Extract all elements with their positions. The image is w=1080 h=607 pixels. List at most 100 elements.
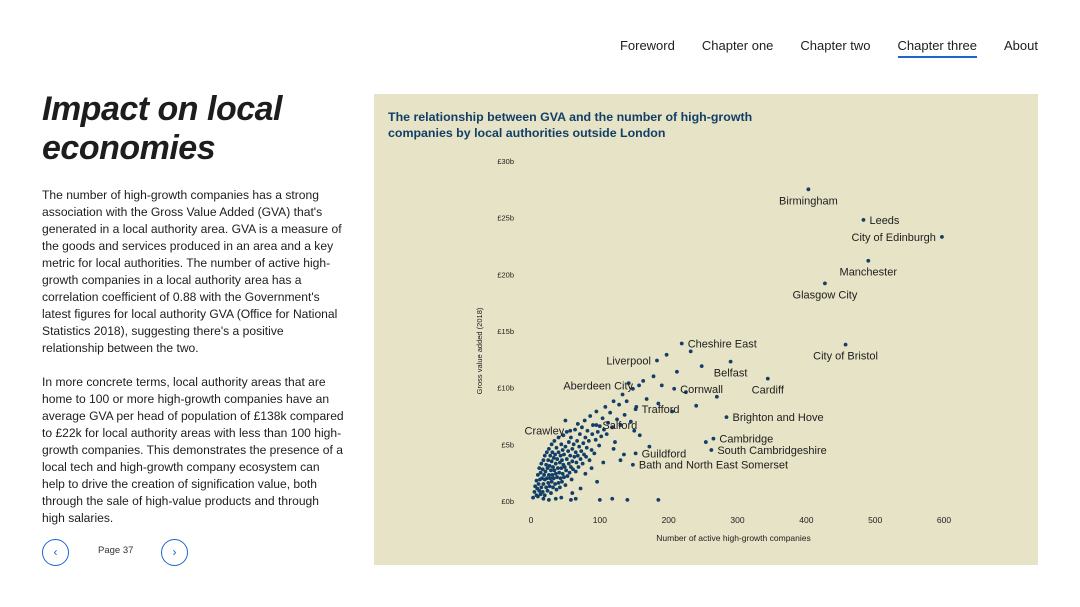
data-point (585, 428, 590, 433)
data-point (714, 394, 719, 399)
point-label: Manchester (840, 267, 898, 279)
data-point (595, 429, 600, 434)
y-tick-label: £0b (501, 497, 514, 506)
data-point (551, 465, 555, 469)
data-point (563, 483, 568, 488)
data-point (570, 459, 575, 464)
data-point (562, 475, 566, 480)
data-point (551, 476, 556, 481)
data-point (570, 491, 575, 495)
data-point (566, 461, 571, 466)
data-point (577, 432, 582, 437)
data-point (576, 465, 581, 469)
data-point (625, 497, 630, 502)
scatter-chart: 0 100 200 300 400 500 600 £0b £5b £10b £15b £20b £25… (475, 157, 951, 543)
data-point (683, 390, 688, 395)
chart-panel: The relationship between GVA and the num… (374, 94, 1038, 565)
point-label: Liverpool (606, 355, 651, 367)
nav-chapter-three[interactable]: Chapter three (897, 38, 978, 58)
data-point (541, 496, 546, 501)
page-title: Impact on local economies (42, 90, 283, 167)
data-point (584, 445, 589, 450)
data-point (622, 452, 626, 457)
data-point (537, 466, 542, 471)
data-point (633, 407, 638, 412)
point-label: Cardiff (752, 385, 785, 397)
data-point (559, 442, 564, 447)
data-point (549, 442, 554, 447)
data-point (664, 352, 669, 357)
data-point (641, 378, 646, 383)
data-point (603, 405, 608, 409)
data-point (613, 440, 617, 444)
data-point (562, 465, 567, 469)
data-point (580, 425, 584, 430)
point-label: Crawley (525, 426, 565, 438)
data-point (535, 494, 540, 499)
data-point (551, 456, 556, 460)
data-point (591, 423, 595, 427)
data-point (556, 450, 561, 455)
data-point (597, 424, 602, 429)
x-tick-label: 400 (799, 515, 813, 525)
data-point (573, 450, 578, 455)
y-tick-label: £15b (497, 327, 514, 336)
data-point (575, 439, 580, 443)
data-point (573, 496, 578, 501)
nav-about[interactable]: About (1004, 38, 1038, 53)
data-point (615, 417, 619, 422)
nav-chapter-one[interactable]: Chapter one (701, 38, 774, 53)
data-point (637, 383, 641, 388)
data-point (644, 397, 649, 401)
data-point (549, 459, 554, 464)
data-point (679, 341, 684, 346)
article-paragraph-2: In more concrete terms, local authority … (42, 375, 344, 525)
point-label: Birmingham (779, 195, 838, 207)
point-label: South Cambridgeshire (717, 445, 826, 457)
nav-foreword[interactable]: Foreword (619, 38, 675, 53)
data-point (550, 450, 555, 455)
point-label: Salford (602, 420, 637, 432)
next-page-button[interactable]: › (161, 539, 188, 566)
data-point (542, 453, 547, 458)
data-point (626, 381, 631, 386)
data-point (546, 446, 551, 451)
data-point (537, 488, 542, 493)
data-point (656, 497, 661, 502)
data-point (568, 453, 573, 458)
data-point (618, 458, 623, 463)
data-point (659, 383, 664, 388)
previous-page-button[interactable]: ‹ (42, 539, 69, 566)
data-point (542, 493, 547, 498)
data-point (575, 453, 580, 458)
data-point (940, 235, 944, 239)
data-point (618, 423, 623, 427)
data-point (582, 418, 587, 423)
data-point (823, 281, 827, 286)
data-point (549, 479, 554, 484)
data-point (588, 414, 593, 418)
data-point (593, 437, 598, 442)
data-point (545, 488, 550, 493)
x-tick-label: 100 (593, 515, 607, 525)
data-point (552, 439, 557, 443)
point-label: Cambridge (719, 434, 773, 446)
data-point (581, 441, 586, 446)
data-point (560, 479, 564, 484)
point-label: Leeds (869, 215, 899, 227)
data-point (568, 428, 573, 433)
y-tick-label: £25b (497, 214, 514, 223)
data-point (560, 471, 565, 476)
nav-chapter-two[interactable]: Chapter two (800, 38, 871, 53)
data-point (549, 491, 553, 495)
point-label: Trafford (642, 404, 680, 416)
data-point (544, 485, 549, 490)
data-point (541, 482, 546, 486)
data-point (655, 358, 659, 363)
data-point (610, 496, 615, 501)
data-point (560, 458, 564, 463)
data-point (589, 466, 594, 471)
data-point (569, 435, 573, 440)
data-point (548, 453, 553, 458)
point-label: City of Edinburgh (852, 232, 936, 244)
